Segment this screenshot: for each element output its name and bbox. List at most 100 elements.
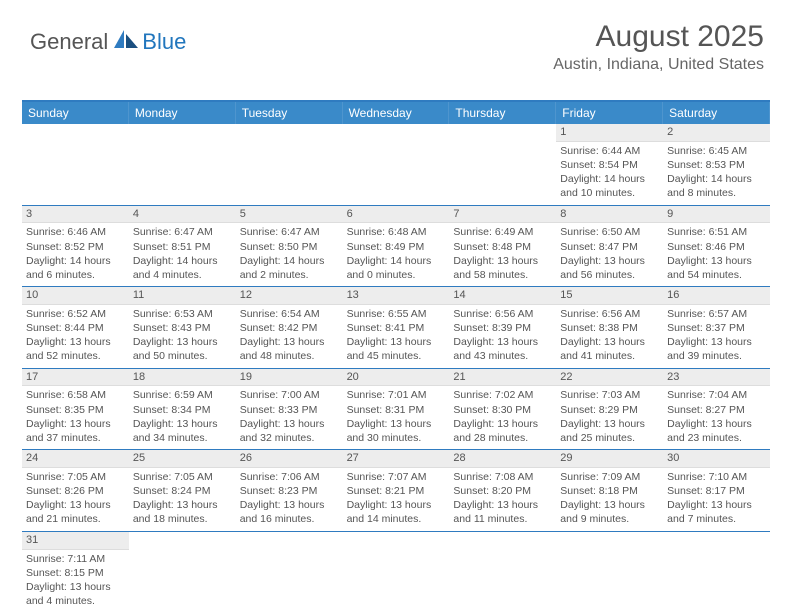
calendar-cell: 4Sunrise: 6:47 AMSunset: 8:51 PMDaylight… <box>129 206 236 287</box>
calendar-cell-empty <box>449 124 556 205</box>
day-detail-line: and 39 minutes. <box>667 349 766 363</box>
day-details: Sunrise: 7:07 AMSunset: 8:21 PMDaylight:… <box>343 468 450 531</box>
day-detail-line: Daylight: 13 hours <box>133 335 232 349</box>
day-detail-line: Sunrise: 6:59 AM <box>133 388 232 402</box>
day-number: 23 <box>663 369 770 387</box>
day-number: 20 <box>343 369 450 387</box>
day-number: 26 <box>236 450 343 468</box>
day-number: 18 <box>129 369 236 387</box>
day-detail-line: and 41 minutes. <box>560 349 659 363</box>
day-number: 31 <box>22 532 129 550</box>
calendar-week: 1Sunrise: 6:44 AMSunset: 8:54 PMDaylight… <box>22 124 770 206</box>
calendar-cell: 8Sunrise: 6:50 AMSunset: 8:47 PMDaylight… <box>556 206 663 287</box>
day-detail-line: and 9 minutes. <box>560 512 659 526</box>
day-detail-line: and 14 minutes. <box>347 512 446 526</box>
calendar-cell: 13Sunrise: 6:55 AMSunset: 8:41 PMDayligh… <box>343 287 450 368</box>
day-detail-line: and 23 minutes. <box>667 431 766 445</box>
day-details: Sunrise: 7:03 AMSunset: 8:29 PMDaylight:… <box>556 386 663 449</box>
day-detail-line: Sunrise: 7:00 AM <box>240 388 339 402</box>
calendar-cell: 12Sunrise: 6:54 AMSunset: 8:42 PMDayligh… <box>236 287 343 368</box>
day-details: Sunrise: 6:45 AMSunset: 8:53 PMDaylight:… <box>663 142 770 205</box>
day-details: Sunrise: 7:02 AMSunset: 8:30 PMDaylight:… <box>449 386 556 449</box>
day-detail-line: and 21 minutes. <box>26 512 125 526</box>
day-detail-line: Sunset: 8:18 PM <box>560 484 659 498</box>
day-detail-line: Daylight: 13 hours <box>453 335 552 349</box>
day-detail-line: Sunset: 8:24 PM <box>133 484 232 498</box>
calendar-cell: 1Sunrise: 6:44 AMSunset: 8:54 PMDaylight… <box>556 124 663 205</box>
calendar-cell: 21Sunrise: 7:02 AMSunset: 8:30 PMDayligh… <box>449 369 556 450</box>
day-detail-line: Daylight: 13 hours <box>240 417 339 431</box>
day-detail-line: Daylight: 13 hours <box>667 335 766 349</box>
calendar-cell: 16Sunrise: 6:57 AMSunset: 8:37 PMDayligh… <box>663 287 770 368</box>
day-detail-line: and 11 minutes. <box>453 512 552 526</box>
day-detail-line: and 4 minutes. <box>133 268 232 282</box>
calendar-cell-empty <box>236 124 343 205</box>
day-detail-line: Daylight: 14 hours <box>560 172 659 186</box>
day-details: Sunrise: 6:47 AMSunset: 8:51 PMDaylight:… <box>129 223 236 286</box>
day-detail-line: and 6 minutes. <box>26 268 125 282</box>
calendar-cell-empty <box>449 532 556 612</box>
calendar-cell: 7Sunrise: 6:49 AMSunset: 8:48 PMDaylight… <box>449 206 556 287</box>
day-number: 2 <box>663 124 770 142</box>
calendar-cell: 9Sunrise: 6:51 AMSunset: 8:46 PMDaylight… <box>663 206 770 287</box>
day-detail-line: Sunset: 8:35 PM <box>26 403 125 417</box>
day-details: Sunrise: 6:54 AMSunset: 8:42 PMDaylight:… <box>236 305 343 368</box>
day-detail-line: Daylight: 14 hours <box>667 172 766 186</box>
day-detail-line: Sunset: 8:46 PM <box>667 240 766 254</box>
day-number: 24 <box>22 450 129 468</box>
calendar-cell: 31Sunrise: 7:11 AMSunset: 8:15 PMDayligh… <box>22 532 129 612</box>
day-detail-line: Daylight: 13 hours <box>453 498 552 512</box>
day-detail-line: and 34 minutes. <box>133 431 232 445</box>
day-detail-line: and 28 minutes. <box>453 431 552 445</box>
day-detail-line: Sunset: 8:43 PM <box>133 321 232 335</box>
day-details: Sunrise: 6:44 AMSunset: 8:54 PMDaylight:… <box>556 142 663 205</box>
day-detail-line: Daylight: 13 hours <box>26 417 125 431</box>
day-detail-line: Sunrise: 6:48 AM <box>347 225 446 239</box>
calendar-cell: 11Sunrise: 6:53 AMSunset: 8:43 PMDayligh… <box>129 287 236 368</box>
calendar-cell: 23Sunrise: 7:04 AMSunset: 8:27 PMDayligh… <box>663 369 770 450</box>
day-number: 5 <box>236 206 343 224</box>
day-header: Wednesday <box>343 102 450 124</box>
day-detail-line: Daylight: 14 hours <box>133 254 232 268</box>
day-details: Sunrise: 6:59 AMSunset: 8:34 PMDaylight:… <box>129 386 236 449</box>
day-detail-line: Sunrise: 6:50 AM <box>560 225 659 239</box>
day-number: 12 <box>236 287 343 305</box>
calendar-cell-empty <box>22 124 129 205</box>
day-detail-line: Daylight: 13 hours <box>240 335 339 349</box>
day-detail-line: Daylight: 13 hours <box>560 335 659 349</box>
calendar-cell: 6Sunrise: 6:48 AMSunset: 8:49 PMDaylight… <box>343 206 450 287</box>
day-detail-line: Sunset: 8:31 PM <box>347 403 446 417</box>
calendar-cell-empty <box>556 532 663 612</box>
day-header: Thursday <box>449 102 556 124</box>
day-detail-line: Sunset: 8:53 PM <box>667 158 766 172</box>
day-details: Sunrise: 6:51 AMSunset: 8:46 PMDaylight:… <box>663 223 770 286</box>
day-detail-line: Sunrise: 7:08 AM <box>453 470 552 484</box>
day-detail-line: Daylight: 13 hours <box>133 498 232 512</box>
day-detail-line: Sunrise: 7:05 AM <box>26 470 125 484</box>
calendar-cell-empty <box>343 124 450 205</box>
calendar-cell-empty <box>129 532 236 612</box>
day-number: 6 <box>343 206 450 224</box>
day-number: 14 <box>449 287 556 305</box>
day-details: Sunrise: 6:58 AMSunset: 8:35 PMDaylight:… <box>22 386 129 449</box>
day-detail-line: Sunrise: 7:04 AM <box>667 388 766 402</box>
day-detail-line: Sunrise: 7:03 AM <box>560 388 659 402</box>
day-detail-line: Sunrise: 7:05 AM <box>133 470 232 484</box>
calendar-cell-empty <box>129 124 236 205</box>
day-detail-line: and 48 minutes. <box>240 349 339 363</box>
day-detail-line: and 54 minutes. <box>667 268 766 282</box>
day-detail-line: and 56 minutes. <box>560 268 659 282</box>
day-number: 9 <box>663 206 770 224</box>
day-detail-line: and 10 minutes. <box>560 186 659 200</box>
day-number: 3 <box>22 206 129 224</box>
calendar-cell: 17Sunrise: 6:58 AMSunset: 8:35 PMDayligh… <box>22 369 129 450</box>
calendar-cell-empty <box>236 532 343 612</box>
day-detail-line: Daylight: 13 hours <box>347 335 446 349</box>
day-number: 1 <box>556 124 663 142</box>
calendar-cell: 28Sunrise: 7:08 AMSunset: 8:20 PMDayligh… <box>449 450 556 531</box>
calendar-cell: 5Sunrise: 6:47 AMSunset: 8:50 PMDaylight… <box>236 206 343 287</box>
day-detail-line: Sunrise: 6:44 AM <box>560 144 659 158</box>
day-detail-line: Daylight: 13 hours <box>453 254 552 268</box>
day-detail-line: Sunset: 8:27 PM <box>667 403 766 417</box>
day-detail-line: Daylight: 13 hours <box>560 417 659 431</box>
